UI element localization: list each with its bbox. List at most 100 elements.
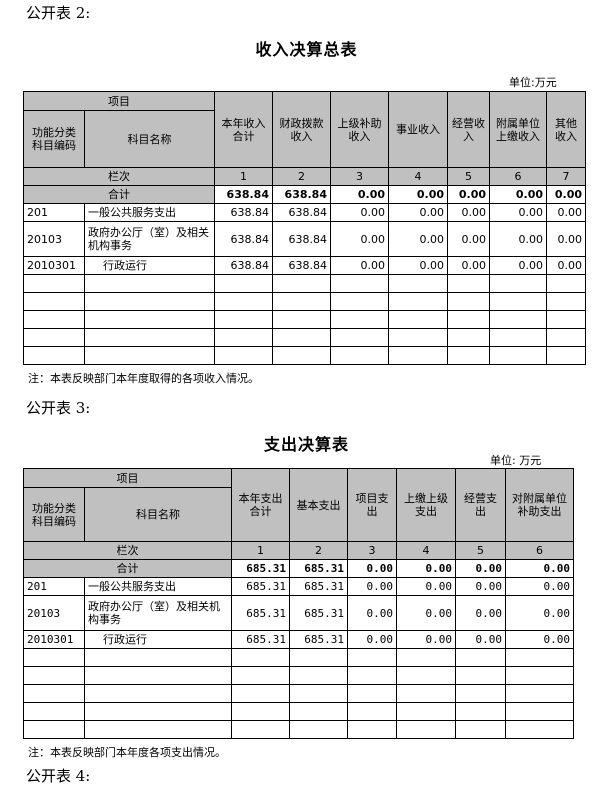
income-note: 注：本表反映部门本年度取得的各项收入情况。 [28,372,259,385]
row-code: 2010301 [23,630,85,649]
row-value: 0.00 [347,630,397,649]
row-value: 0.00 [505,595,574,631]
row-value: 0.00 [505,630,574,649]
column-header: 项目支出 [347,468,397,542]
header-code: 功能分类科目编码 [23,110,85,168]
column-header: 本年收入合计 [214,91,273,168]
column-header: 经营支出 [455,468,506,542]
income-table-title: 收入决算总表 [255,40,358,59]
section-label-3: 公开表 3: [26,399,91,417]
row-value: 0.00 [546,221,586,257]
total-value: 0.00 [489,185,547,204]
row-value: 0.00 [489,256,547,275]
row-value: 0.00 [489,203,547,222]
header-lanci: 栏次 [23,541,232,560]
column-number: 2 [289,541,348,560]
row-name: 政府办公厅（室）及相关机构事务 [84,595,232,631]
table-row: 201 一般公共服务支出 638.84 638.84 0.00 0.00 0.00 0.00 0… [23,203,586,222]
empty-row [23,274,586,293]
total-value: 638.84 [214,185,273,204]
row-value: 0.00 [330,221,389,257]
row-value: 0.00 [447,221,490,257]
table-row: 2010301 行政运行 685.31 685.31 0.00 0.00 0.00 0.00 [23,630,574,649]
column-number: 6 [489,167,547,186]
header-name: 科目名称 [84,110,215,168]
header-item: 项目 [23,468,232,488]
row-name: 政府办公厅（室）及相关机构事务 [84,221,215,257]
row-value: 0.00 [489,221,547,257]
column-header: 财政拨款收入 [272,91,331,168]
empty-row [23,310,586,329]
row-value: 685.31 [231,630,290,649]
empty-row [23,346,586,365]
column-number: 4 [388,167,448,186]
row-value: 0.00 [396,595,456,631]
table-row: 201 一般公共服务支出 685.31 685.31 0.00 0.00 0.00 0.00 [23,577,574,596]
expense-note: 注：本表反映部门本年度各项支出情况。 [28,746,226,759]
row-value: 0.00 [546,203,586,222]
expense-table: 项目 本年支出合计 基本支出 项目支出 上缴上级支出 经营支出 对附属单位补助支出 功能分类科… [23,468,574,739]
column-number: 2 [272,167,331,186]
total-value: 0.00 [396,559,456,578]
empty-row [23,328,586,347]
section-label-2: 公开表 2: [26,4,91,22]
total-value: 0.00 [388,185,448,204]
row-value: 685.31 [289,577,348,596]
row-value: 0.00 [455,630,506,649]
total-value: 0.00 [505,559,574,578]
column-header: 经营收入 [447,91,490,168]
table-row: 2010301 行政运行 638.84 638.84 0.00 0.00 0.00 0.00 0… [23,256,586,275]
column-number: 5 [447,167,490,186]
column-header: 上级补助收入 [330,91,389,168]
column-number: 6 [505,541,574,560]
column-number: 4 [396,541,456,560]
income-unit: 单位:万元 [509,76,557,89]
table-row: 20103 政府办公厅（室）及相关机构事务 685.31 685.31 0.00 0.00… [23,595,574,631]
row-value: 685.31 [289,630,348,649]
empty-row [23,292,586,311]
row-value: 0.00 [396,630,456,649]
column-number: 1 [231,541,290,560]
column-header: 基本支出 [289,468,348,542]
column-header: 附属单位上缴收入 [489,91,547,168]
expense-unit: 单位: 万元 [490,454,542,467]
row-code: 20103 [23,221,85,257]
column-number: 5 [455,541,506,560]
total-value: 638.84 [272,185,331,204]
row-value: 0.00 [347,577,397,596]
total-value: 685.31 [231,559,290,578]
row-value: 0.00 [388,221,448,257]
row-name: 一般公共服务支出 [84,577,232,596]
section-label-4: 公开表 4: [26,767,91,785]
row-value: 685.31 [231,577,290,596]
row-value: 638.84 [214,203,273,222]
empty-row [23,666,574,685]
row-name: 一般公共服务支出 [84,203,215,222]
column-number: 3 [330,167,389,186]
header-item: 项目 [23,91,215,111]
row-code: 201 [23,577,85,596]
total-label: 合计 [23,185,215,204]
row-value: 0.00 [330,256,389,275]
column-header: 事业收入 [388,91,448,168]
empty-row [23,648,574,667]
column-header: 对附属单位补助支出 [505,468,574,542]
column-number: 1 [214,167,273,186]
empty-row [23,720,574,739]
total-value: 0.00 [546,185,586,204]
row-value: 638.84 [272,221,331,257]
row-value: 0.00 [347,595,397,631]
row-code: 201 [23,203,85,222]
row-name: 行政运行 [84,256,215,275]
column-header: 本年支出合计 [231,468,290,542]
empty-row [23,702,574,721]
header-lanci: 栏次 [23,167,215,186]
row-value: 0.00 [396,577,456,596]
row-value: 0.00 [455,577,506,596]
table-row: 20103 政府办公厅（室）及相关机构事务 638.84 638.84 0.00 0.00… [23,221,586,257]
total-value: 0.00 [447,185,490,204]
total-value: 0.00 [347,559,397,578]
row-value: 0.00 [447,203,490,222]
header-name: 科目名称 [84,487,232,542]
row-value: 638.84 [214,221,273,257]
